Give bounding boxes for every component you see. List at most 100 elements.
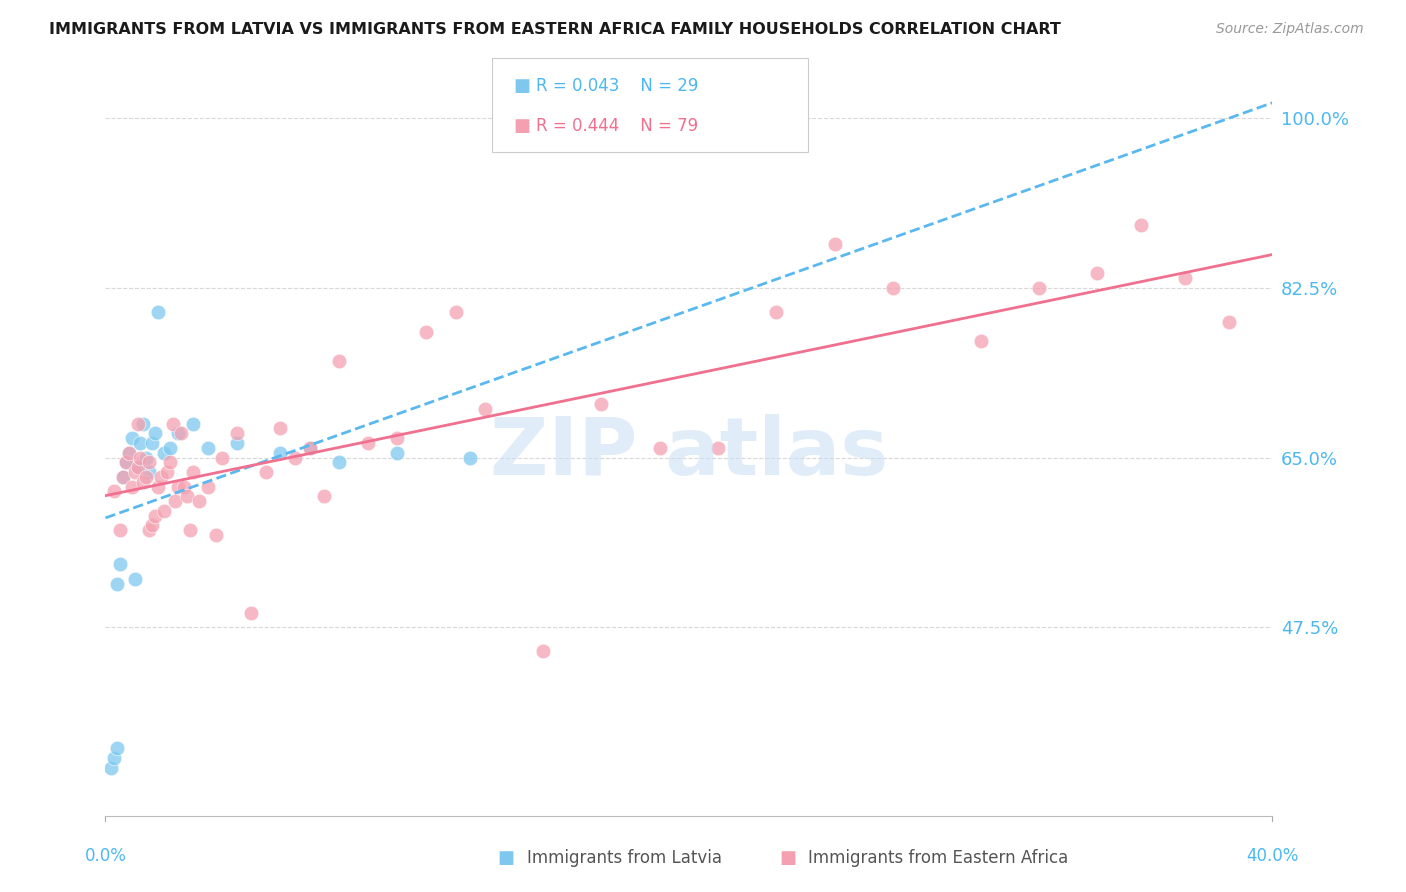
Point xyxy=(156,465,179,479)
Point xyxy=(111,470,134,484)
Point xyxy=(648,441,671,455)
Text: ZIP atlas: ZIP atlas xyxy=(489,414,889,491)
Point xyxy=(225,436,247,450)
Point xyxy=(298,441,321,455)
Point xyxy=(328,455,350,469)
Point xyxy=(100,761,122,775)
Point xyxy=(105,741,128,756)
Point xyxy=(138,455,160,469)
Point xyxy=(415,325,437,339)
Point xyxy=(1174,271,1197,285)
Point xyxy=(205,528,228,542)
Point xyxy=(1218,315,1240,329)
Point xyxy=(187,494,209,508)
Point xyxy=(444,305,467,319)
Point xyxy=(124,572,146,586)
Text: IMMIGRANTS FROM LATVIA VS IMMIGRANTS FROM EASTERN AFRICA FAMILY HOUSEHOLDS CORRE: IMMIGRANTS FROM LATVIA VS IMMIGRANTS FRO… xyxy=(49,22,1062,37)
Point xyxy=(474,402,496,417)
Point xyxy=(314,489,336,503)
Point xyxy=(115,455,138,469)
Point xyxy=(298,441,321,455)
Point xyxy=(357,436,380,450)
Point xyxy=(143,426,166,441)
Point xyxy=(1130,218,1153,232)
Point xyxy=(159,455,181,469)
Point xyxy=(173,480,195,494)
Point xyxy=(141,518,163,533)
Point xyxy=(108,523,131,537)
Point xyxy=(108,557,131,571)
Point xyxy=(143,508,166,523)
Text: R = 0.043    N = 29: R = 0.043 N = 29 xyxy=(536,78,697,95)
Point xyxy=(385,431,409,445)
Point xyxy=(240,606,263,620)
Point xyxy=(765,305,787,319)
Text: ■: ■ xyxy=(513,78,530,95)
Point xyxy=(211,450,233,465)
Point xyxy=(197,480,219,494)
Text: 40.0%: 40.0% xyxy=(1246,847,1299,864)
Point xyxy=(132,417,155,431)
Point xyxy=(225,426,247,441)
Point xyxy=(882,281,904,295)
Point xyxy=(328,353,350,368)
Point xyxy=(197,441,219,455)
Point xyxy=(162,417,184,431)
Text: Immigrants from Eastern Africa: Immigrants from Eastern Africa xyxy=(808,849,1069,867)
Text: Source: ZipAtlas.com: Source: ZipAtlas.com xyxy=(1216,22,1364,37)
Point xyxy=(181,465,204,479)
Text: ■: ■ xyxy=(513,117,530,135)
Point xyxy=(146,480,169,494)
Text: ■: ■ xyxy=(498,849,515,867)
Text: 0.0%: 0.0% xyxy=(84,847,127,864)
Point xyxy=(176,489,198,503)
Point xyxy=(167,426,190,441)
Point xyxy=(153,446,174,460)
Point xyxy=(179,523,201,537)
Point xyxy=(181,417,204,431)
Point xyxy=(284,450,307,465)
Point xyxy=(254,465,277,479)
Text: Immigrants from Latvia: Immigrants from Latvia xyxy=(527,849,723,867)
Point xyxy=(591,397,613,411)
Point xyxy=(135,450,157,465)
Point xyxy=(385,446,409,460)
Point xyxy=(127,417,149,431)
Point xyxy=(270,421,292,435)
Point xyxy=(153,504,174,518)
Point xyxy=(146,305,169,319)
Point xyxy=(129,436,152,450)
Point xyxy=(105,576,128,591)
Point xyxy=(970,334,993,349)
Point xyxy=(118,446,141,460)
Point xyxy=(824,237,846,252)
Point xyxy=(149,470,172,484)
Point xyxy=(458,450,481,465)
Point xyxy=(170,426,193,441)
Point xyxy=(1028,281,1050,295)
Point xyxy=(707,441,730,455)
Point xyxy=(270,446,292,460)
Point xyxy=(165,494,187,508)
Point xyxy=(167,480,190,494)
Point xyxy=(103,484,125,499)
Point xyxy=(127,460,149,475)
Point xyxy=(127,460,149,475)
Point xyxy=(118,446,141,460)
Point xyxy=(121,431,143,445)
Point xyxy=(1087,266,1109,280)
Text: ■: ■ xyxy=(779,849,796,867)
Point xyxy=(159,441,181,455)
Point xyxy=(111,470,134,484)
Point xyxy=(138,465,160,479)
Point xyxy=(135,470,157,484)
Point xyxy=(531,644,554,658)
Point xyxy=(124,465,146,479)
Point xyxy=(129,450,152,465)
Point xyxy=(141,436,163,450)
Point xyxy=(103,751,125,765)
Point xyxy=(115,455,138,469)
Point xyxy=(132,475,155,489)
Text: R = 0.444    N = 79: R = 0.444 N = 79 xyxy=(536,117,697,135)
Point xyxy=(121,480,143,494)
